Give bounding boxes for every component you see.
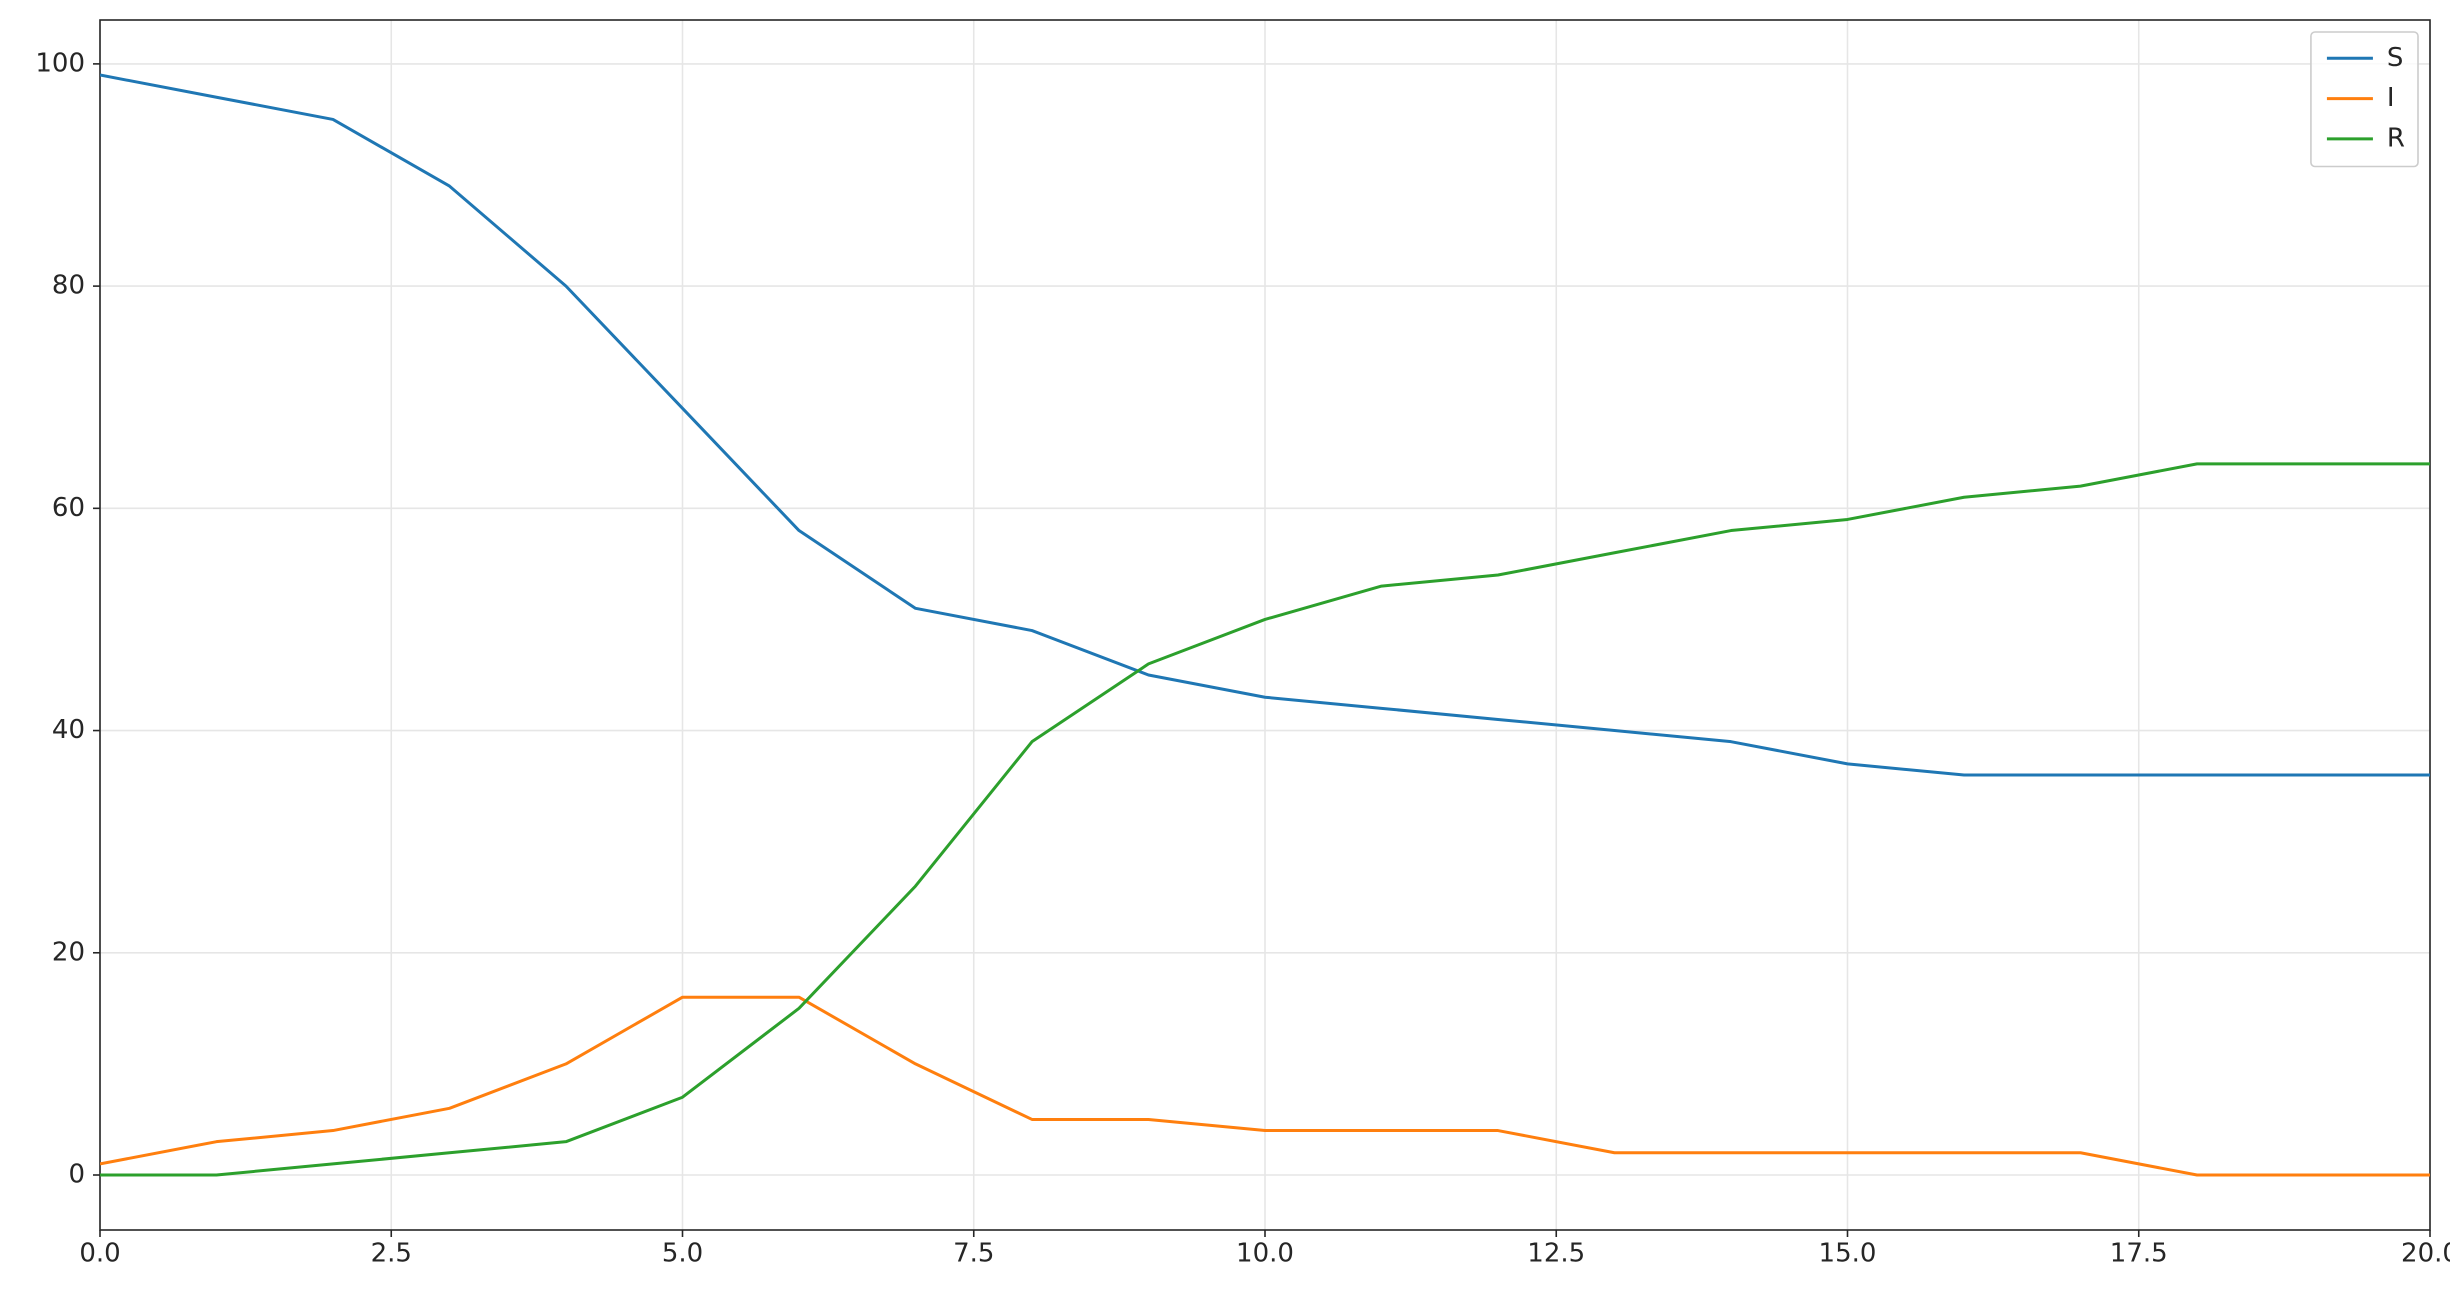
x-tick-label: 17.5 [2110,1238,2168,1268]
y-tick-label: 0 [68,1160,85,1190]
x-tick-label: 2.5 [371,1238,412,1268]
line-chart: 0.0 2.5 5.0 7.5 10.0 12.5 15.0 17.5 20.0 0 20 40 60 8… [0,0,2450,1292]
legend-label-R: R [2387,123,2405,153]
y-tick-label: 20 [52,937,85,967]
x-tick-label: 20.0 [2401,1238,2450,1268]
y-tick-label: 100 [35,48,85,78]
x-tick-label: 12.5 [1527,1238,1585,1268]
x-tick-label: 0.0 [79,1238,120,1268]
x-tick-label: 10.0 [1236,1238,1294,1268]
x-tick-label: 7.5 [953,1238,994,1268]
y-tick-label: 60 [52,493,85,523]
x-tick-label: 5.0 [662,1238,703,1268]
legend-label-S: S [2387,43,2404,73]
y-tick-label: 80 [52,271,85,301]
chart-background [0,0,2450,1292]
chart-svg: 0.0 2.5 5.0 7.5 10.0 12.5 15.0 17.5 20.0 0 20 40 60 8… [0,0,2450,1292]
x-tick-label: 15.0 [1819,1238,1877,1268]
legend-label-I: I [2387,83,2395,113]
y-tick-label: 40 [52,715,85,745]
legend: SIR [2311,32,2418,167]
